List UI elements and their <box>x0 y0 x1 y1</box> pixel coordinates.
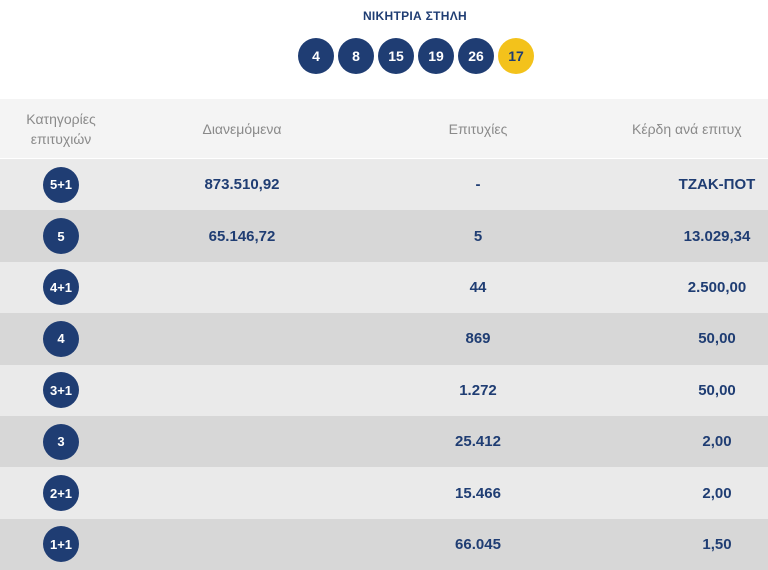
header-distributed: Διανεμόμενα <box>202 120 282 137</box>
number-ball: 15 <box>378 38 414 74</box>
distributed-cell: 873.510,92 <box>204 176 280 194</box>
prize-cell: 50,00 <box>698 381 736 399</box>
table-row: 3 25.412 2,00 <box>0 415 768 468</box>
prize-cell: ΤΖΑΚ-ΠΟΤ <box>678 176 756 194</box>
category-badge: 2+1 <box>43 475 79 512</box>
winners-cell: 66.045 <box>455 535 501 553</box>
table-row: 2+1 15.466 2,00 <box>0 467 768 519</box>
category-badge: 4 <box>43 320 79 357</box>
header-prize: Κέρδη ανά επιτυχ <box>632 120 742 137</box>
winners-cell: 44 <box>469 278 487 296</box>
prize-cell: 13.029,34 <box>683 227 751 245</box>
distributed-cell: 65.146,72 <box>208 227 276 245</box>
number-ball: 8 <box>338 38 374 74</box>
prize-cell: 50,00 <box>698 330 736 348</box>
header-winners: Επιτυχίες <box>448 120 508 137</box>
winners-cell: 1.272 <box>459 381 497 399</box>
winners-cell: - <box>475 176 481 194</box>
prize-cell: 1,50 <box>702 535 732 553</box>
category-badge: 3+1 <box>43 372 79 409</box>
table-row: 4+1 44 2.500,00 <box>0 261 768 314</box>
distributed-cell <box>160 467 324 518</box>
distributed-cell <box>160 416 324 467</box>
winning-column-title: ΝΙΚΗΤΡΙΑ ΣΤΗΛΗ <box>362 9 468 23</box>
number-ball: 19 <box>418 38 454 74</box>
table-row: 5+1 873.510,92 - ΤΖΑΚ-ΠΟΤ <box>0 159 768 211</box>
category-badge: 4+1 <box>43 269 79 306</box>
distributed-cell <box>160 313 324 364</box>
prize-cell: 2,00 <box>702 433 732 451</box>
table-row: 1+1 66.045 1,50 <box>0 518 768 570</box>
table-row: 3+1 1.272 50,00 <box>0 364 768 416</box>
table-row: 4 869 50,00 <box>0 313 768 365</box>
joker-ball: 17 <box>498 38 534 74</box>
category-badge: 1+1 <box>43 526 79 563</box>
results-table: 5+1 873.510,92 - ΤΖΑΚ-ΠΟΤ 5 65.146,72 5 … <box>0 159 768 570</box>
header-category: Κατηγορίες επιτυχιών <box>26 110 96 147</box>
distributed-cell <box>160 519 324 570</box>
distributed-cell <box>160 262 324 313</box>
winners-cell: 15.466 <box>455 484 501 502</box>
category-badge: 3 <box>43 423 79 460</box>
prize-cell: 2,00 <box>702 484 732 502</box>
distributed-cell <box>160 365 324 416</box>
number-ball: 4 <box>298 38 334 74</box>
winners-cell: 869 <box>465 330 491 348</box>
category-badge: 5 <box>43 218 79 255</box>
prize-cell: 2.500,00 <box>687 278 747 296</box>
number-ball: 26 <box>458 38 494 74</box>
winners-cell: 25.412 <box>455 433 501 451</box>
winning-numbers: 4 8 15 19 26 17 <box>298 38 534 74</box>
category-badge: 5+1 <box>43 166 79 203</box>
table-row: 5 65.146,72 5 13.029,34 <box>0 210 768 262</box>
winners-cell: 5 <box>473 227 483 245</box>
table-header: Κατηγορίες επιτυχιών Διανεμόμενα Επιτυχί… <box>0 99 768 158</box>
